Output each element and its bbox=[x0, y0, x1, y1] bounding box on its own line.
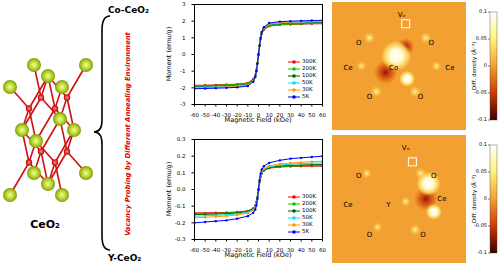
svg-text:-40: -40 bbox=[211, 247, 220, 253]
svg-text:1: 1 bbox=[182, 35, 186, 41]
svg-text:O: O bbox=[418, 93, 424, 101]
svg-text:Y-CeO₂: Y-CeO₂ bbox=[107, 253, 141, 263]
svg-text:Vₒ: Vₒ bbox=[402, 144, 410, 152]
svg-text:50: 50 bbox=[308, 247, 315, 253]
svg-text:-3: -3 bbox=[180, 101, 186, 107]
svg-text:-60: -60 bbox=[190, 112, 199, 118]
svg-text:Ce: Ce bbox=[343, 64, 352, 72]
svg-text:Ce: Ce bbox=[343, 201, 352, 209]
svg-text:-0.1: -0.1 bbox=[477, 116, 487, 122]
svg-text:2: 2 bbox=[182, 18, 186, 24]
svg-text:-50: -50 bbox=[201, 112, 210, 118]
svg-text:-0.2: -0.2 bbox=[175, 220, 186, 226]
svg-text:-40: -40 bbox=[211, 112, 220, 118]
svg-text:-0.1: -0.1 bbox=[175, 203, 186, 209]
svg-text:50: 50 bbox=[308, 112, 315, 118]
svg-text:Diff. density (Å⁻³): Diff. density (Å⁻³) bbox=[470, 42, 478, 90]
svg-text:O: O bbox=[431, 172, 437, 180]
svg-text:0.3: 0.3 bbox=[177, 136, 186, 142]
svg-text:0.05: 0.05 bbox=[476, 168, 487, 174]
svg-text:Ce: Ce bbox=[445, 64, 454, 72]
svg-text:Vacancy Probing by Different A: Vacancy Probing by Different Annealing E… bbox=[124, 31, 132, 235]
svg-text:40: 40 bbox=[298, 112, 305, 118]
svg-text:0.05: 0.05 bbox=[476, 35, 487, 41]
svg-text:Vₒ: Vₒ bbox=[398, 11, 406, 19]
svg-text:0: 0 bbox=[182, 51, 186, 57]
svg-text:60: 60 bbox=[319, 112, 326, 118]
svg-text:60: 60 bbox=[319, 247, 326, 253]
svg-text:O: O bbox=[356, 39, 362, 47]
svg-text:Diff. density (Å⁻³): Diff. density (Å⁻³) bbox=[470, 175, 478, 223]
svg-text:-2: -2 bbox=[180, 85, 185, 91]
svg-text:0: 0 bbox=[484, 195, 487, 201]
svg-text:-0.3: -0.3 bbox=[175, 236, 186, 242]
svg-text:O: O bbox=[367, 93, 373, 101]
svg-text:CeO₂: CeO₂ bbox=[30, 218, 60, 231]
svg-text:0.1: 0.1 bbox=[177, 170, 186, 176]
svg-text:0.1: 0.1 bbox=[479, 8, 487, 14]
svg-text:-1: -1 bbox=[180, 68, 185, 74]
svg-text:0.0: 0.0 bbox=[177, 186, 186, 192]
svg-text:O: O bbox=[428, 39, 434, 47]
svg-text:-60: -60 bbox=[190, 247, 199, 253]
svg-text:O: O bbox=[367, 231, 373, 239]
svg-text:O: O bbox=[420, 231, 426, 239]
svg-text:3: 3 bbox=[182, 1, 186, 7]
svg-text:-0.1: -0.1 bbox=[477, 249, 487, 255]
svg-text:Co: Co bbox=[389, 64, 398, 72]
svg-text:0: 0 bbox=[484, 62, 487, 68]
svg-text:Y: Y bbox=[385, 201, 391, 209]
svg-text:Ce: Ce bbox=[437, 195, 446, 203]
svg-text:0.1: 0.1 bbox=[479, 141, 487, 147]
svg-text:-50: -50 bbox=[201, 247, 210, 253]
svg-text:0.2: 0.2 bbox=[177, 153, 186, 159]
svg-text:O: O bbox=[356, 172, 362, 180]
svg-text:40: 40 bbox=[298, 247, 305, 253]
svg-text:Co-CeO₂: Co-CeO₂ bbox=[108, 5, 149, 15]
